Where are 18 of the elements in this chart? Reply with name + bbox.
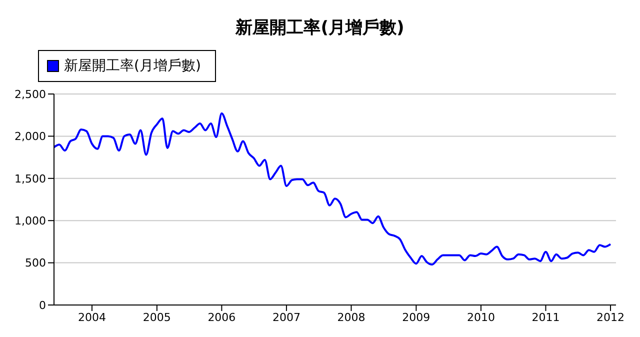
x-tick-label: 2010: [466, 310, 495, 324]
x-tick-label: 2006: [208, 310, 236, 324]
y-tick-label: 1,500: [14, 172, 46, 186]
y-tick-label: 2,000: [14, 130, 46, 144]
y-tick-label: 1,000: [14, 214, 46, 228]
line-series: [54, 112, 612, 266]
x-tick-label: 2012: [596, 310, 624, 324]
y-tick-label: 0: [39, 298, 46, 312]
x-tick-label: 2005: [142, 310, 171, 324]
x-tick-label: 2007: [272, 310, 300, 324]
legend-label: 新屋開工率(月增戶數): [64, 57, 201, 75]
x-tick-label: 2004: [78, 310, 106, 324]
x-tick-label: 2009: [402, 310, 430, 324]
y-tick-label: 2,500: [14, 88, 46, 101]
x-tick-label: 2008: [337, 310, 366, 324]
y-tick-label: 500: [25, 256, 46, 270]
chart-title: 新屋開工率(月增戶數): [234, 17, 406, 40]
x-tick-label: 2011: [532, 310, 560, 324]
